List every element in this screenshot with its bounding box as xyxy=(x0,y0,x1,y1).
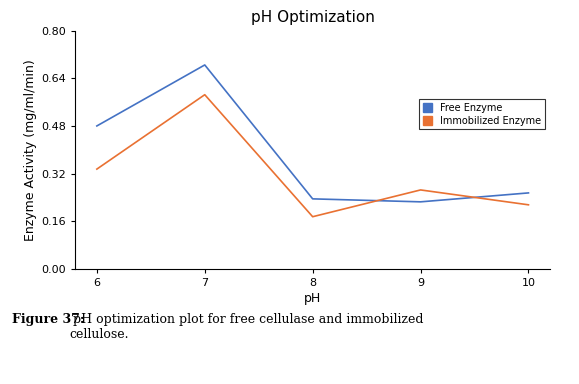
Text: pH optimization plot for free cellulase and immobilized
cellulose.: pH optimization plot for free cellulase … xyxy=(69,313,424,341)
Title: pH Optimization: pH Optimization xyxy=(251,10,375,25)
X-axis label: pH: pH xyxy=(304,292,321,305)
Legend: Free Enzyme, Immobilized Enzyme: Free Enzyme, Immobilized Enzyme xyxy=(419,99,545,129)
Text: Figure 37:: Figure 37: xyxy=(12,313,84,326)
Y-axis label: Enzyme Activity (mg/ml/min): Enzyme Activity (mg/ml/min) xyxy=(24,59,37,241)
